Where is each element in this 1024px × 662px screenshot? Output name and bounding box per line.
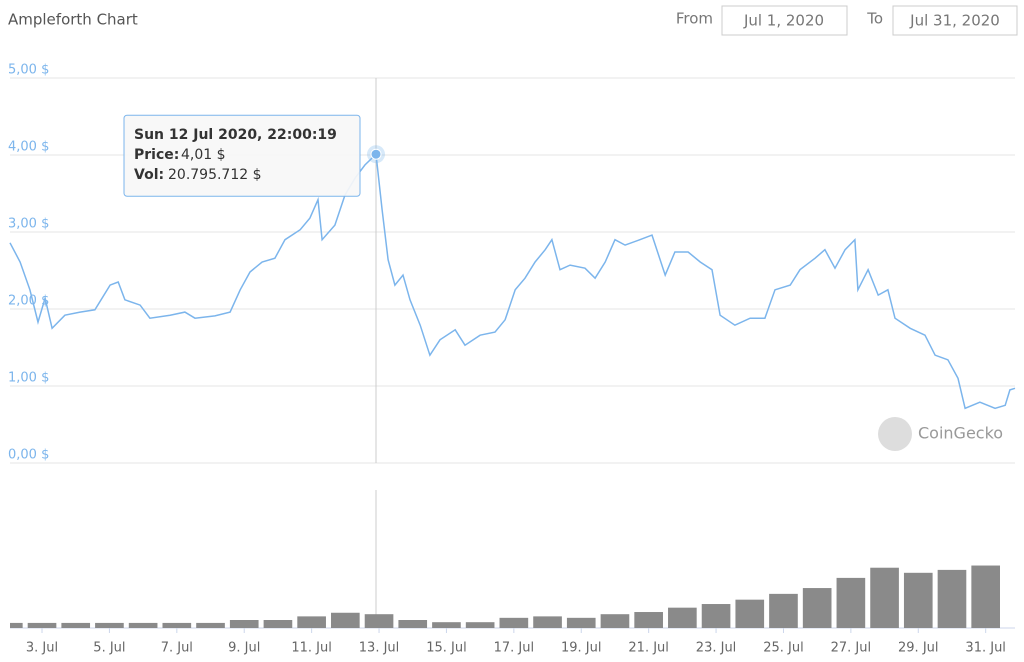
volume-bar <box>128 622 158 628</box>
volume-bar <box>196 622 225 628</box>
volume-bar <box>701 604 731 628</box>
x-tick-label: 29. Jul <box>898 641 939 656</box>
tooltip-vol: 20.795.712 $ <box>168 167 262 183</box>
volume-bar <box>398 620 428 628</box>
tooltip-vol-label: Vol: <box>134 167 164 183</box>
y-tick-label: 5,00 $ <box>8 63 49 78</box>
volume-bar <box>802 588 832 628</box>
x-tick-label: 11. Jul <box>291 641 332 656</box>
price-line <box>9 152 1016 410</box>
x-tick-label: 7. Jul <box>161 641 193 656</box>
x-tick-label: 17. Jul <box>494 641 535 656</box>
x-tick-label: 25. Jul <box>763 641 804 656</box>
y-tick-label: 0,00 $ <box>8 448 49 463</box>
y-tick-label: 3,00 $ <box>8 217 49 232</box>
volume-bar <box>331 612 360 628</box>
volume-bar <box>903 572 933 628</box>
chart-title: Ampleforth Chart <box>8 11 138 29</box>
hover-point <box>370 148 382 160</box>
y-tick-label: 4,00 $ <box>8 140 49 155</box>
volume-bar <box>364 614 394 628</box>
to-input[interactable] <box>892 5 1018 36</box>
x-tick-label: 15. Jul <box>426 641 467 656</box>
x-tick-label: 13. Jul <box>359 641 400 656</box>
volume-bar <box>95 622 124 628</box>
x-tick-label: 9. Jul <box>228 641 260 656</box>
volume-bar <box>668 607 697 628</box>
volume-bar <box>465 622 495 628</box>
tooltip-box <box>123 114 361 197</box>
volume-bar <box>61 622 91 628</box>
volume-bar <box>263 620 293 628</box>
volume-bar <box>600 614 630 628</box>
watermark-logo <box>878 417 912 451</box>
tooltip-price-label: Price: <box>134 147 179 163</box>
tooltip: Sun 12 Jul 2020, 22:00:19 Price: 4,01 $ Vol… <box>123 114 361 197</box>
volume-bar <box>229 620 259 628</box>
volume-bar <box>870 567 899 628</box>
tooltip-price: 4,01 $ <box>181 147 226 163</box>
to-value: Jul 31, 2020 <box>909 12 1000 30</box>
from-label: From <box>676 10 713 28</box>
volume-bar <box>499 617 529 628</box>
to-label: To <box>866 10 883 28</box>
x-tick-label: 3. Jul <box>26 641 58 656</box>
volume-bar <box>533 616 562 628</box>
x-tick-label: 23. Jul <box>696 641 737 656</box>
x-tick-label: 27. Jul <box>831 641 872 656</box>
volume-bar <box>971 565 1001 628</box>
x-tick-label: 5. Jul <box>93 641 125 656</box>
volume-bar <box>297 616 326 628</box>
volume-bar <box>769 593 798 628</box>
tooltip-title: Sun 12 Jul 2020, 22:00:19 <box>134 127 337 143</box>
y-tick-label: 2,00 $ <box>8 294 49 309</box>
volume-bar <box>735 599 765 628</box>
from-input[interactable] <box>721 5 848 36</box>
volume-bar <box>937 569 967 628</box>
x-tick-label: 31. Jul <box>965 641 1006 656</box>
volume-bar <box>634 612 663 628</box>
volume-bar <box>27 622 57 628</box>
from-value: Jul 1, 2020 <box>743 12 824 30</box>
volume-bar <box>162 622 192 628</box>
volume-bar <box>10 622 23 628</box>
watermark: CoinGecko <box>918 424 1003 443</box>
volume-bar <box>836 577 866 628</box>
x-tick-label: 21. Jul <box>628 641 669 656</box>
volume-bar <box>432 622 461 628</box>
x-tick-label: 19. Jul <box>561 641 602 656</box>
volume-bar <box>566 617 596 628</box>
y-tick-label: 1,00 $ <box>8 371 49 386</box>
